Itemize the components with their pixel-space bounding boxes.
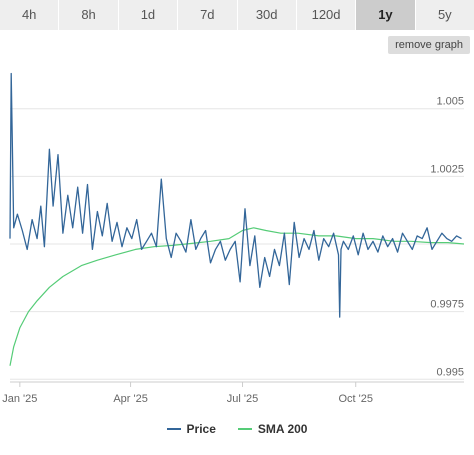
legend-item-price[interactable]: Price (166, 422, 216, 436)
chart-legend: Price SMA 200 (0, 416, 474, 442)
tab-8h[interactable]: 8h (59, 0, 119, 30)
x-tick-label: Apr '25 (113, 393, 148, 405)
tab-1y[interactable]: 1y (356, 0, 416, 30)
legend-item-sma[interactable]: SMA 200 (237, 422, 308, 436)
x-tick-label: Jul '25 (227, 393, 258, 405)
tab-7d[interactable]: 7d (178, 0, 238, 30)
legend-label-sma: SMA 200 (257, 422, 308, 436)
x-tick-label: Oct '25 (338, 393, 373, 405)
tab-5y[interactable]: 5y (415, 0, 474, 30)
tab-1d[interactable]: 1d (118, 0, 179, 30)
tab-4h[interactable]: 4h (0, 0, 60, 30)
tab-120d[interactable]: 120d (296, 0, 357, 30)
legend-swatch-price (166, 428, 181, 430)
price-series-line (9, 72, 462, 318)
timeframe-tabs: 4h 8h 1d 7d 30d 120d 1y 5y (0, 0, 474, 30)
legend-label-price: Price (186, 422, 216, 436)
y-tick-label: 0.9975 (430, 299, 464, 311)
x-tick-label: Jan '25 (2, 393, 37, 405)
sma-200-series-line (9, 227, 465, 366)
legend-swatch-sma (237, 428, 252, 430)
tab-30d[interactable]: 30d (237, 0, 297, 30)
y-tick-label: 0.995 (436, 366, 464, 378)
y-tick-label: 1.0025 (430, 163, 464, 175)
remove-graph-button[interactable]: remove graph (388, 36, 470, 54)
price-chart: 0.995 0.9975 1.0025 1.005 Jan '25 Apr '25 Jul … (2, 72, 465, 405)
y-tick-label: 1.005 (436, 96, 464, 108)
